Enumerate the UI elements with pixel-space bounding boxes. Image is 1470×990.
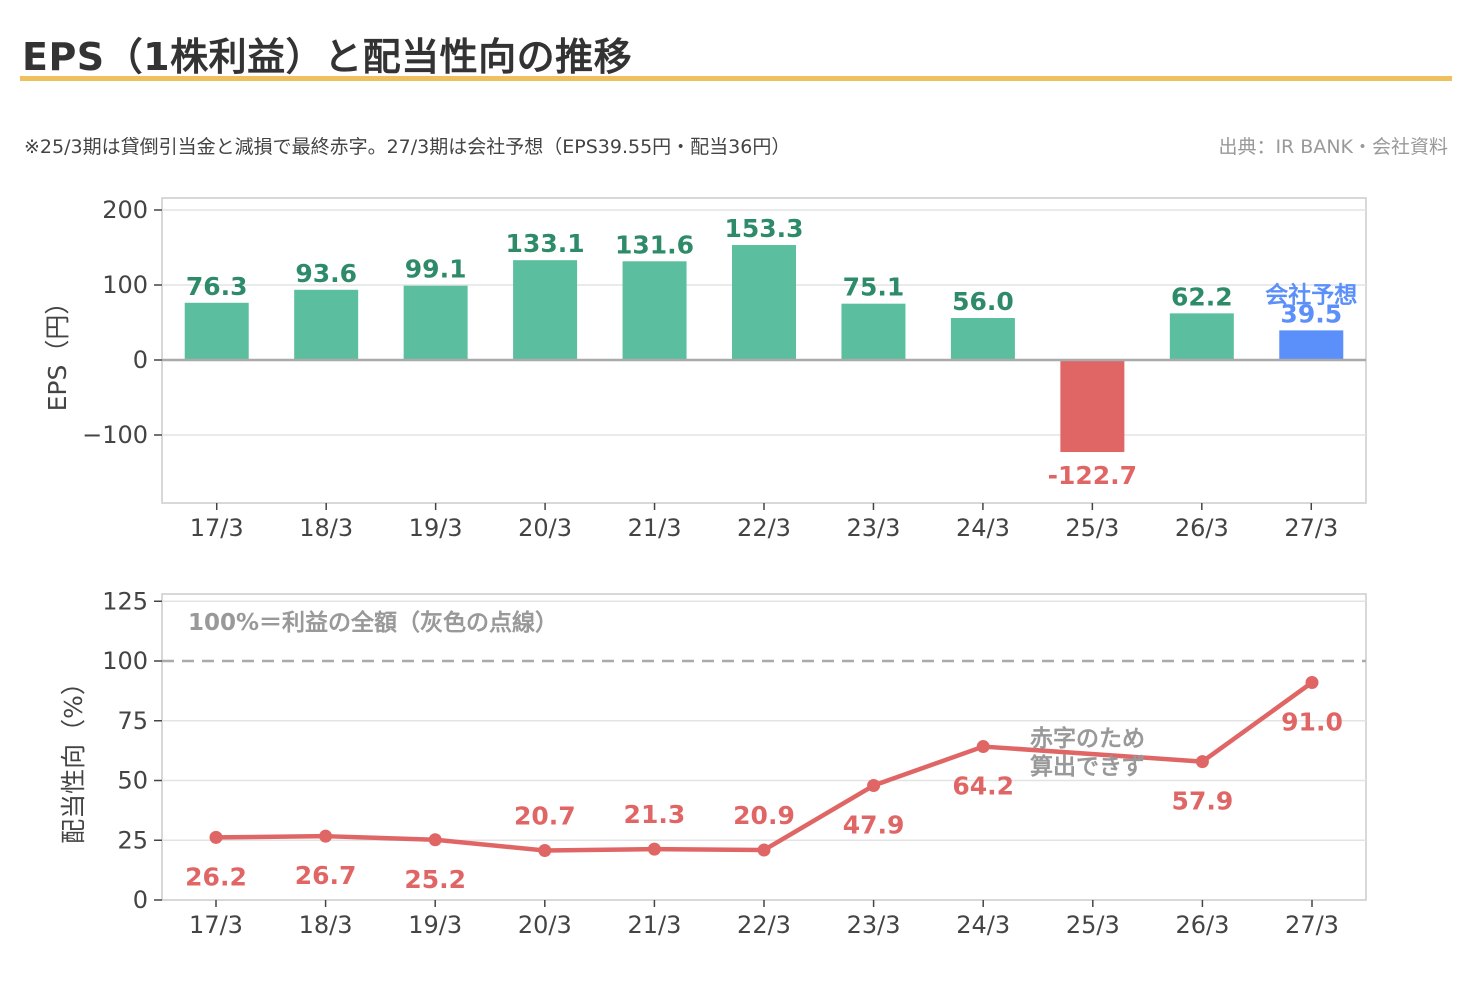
eps-x-tick-label: 25/3 — [1065, 514, 1119, 542]
eps-x-tick-label: 24/3 — [956, 514, 1010, 542]
payout-x-tick-label: 27/3 — [1285, 911, 1339, 939]
eps-bar — [1279, 330, 1344, 360]
payout-point — [1305, 676, 1319, 690]
eps-value-label: -122.7 — [1048, 461, 1137, 490]
payout-x-tick-label: 21/3 — [627, 911, 681, 939]
payout-value-label: 25.2 — [404, 865, 466, 894]
payout-y-tick-label: 25 — [117, 826, 148, 854]
payout-y-tick-label: 50 — [117, 767, 148, 795]
eps-forecast-label: 会社予想 — [1265, 281, 1357, 308]
eps-value-label: 39.5 — [1280, 299, 1342, 328]
eps-x-tick-label: 17/3 — [190, 514, 244, 542]
eps-y-tick-label: 200 — [102, 196, 148, 224]
payout-point — [647, 842, 661, 856]
eps-x-tick-label: 27/3 — [1284, 514, 1338, 542]
payout-y-tick-label: 75 — [117, 707, 148, 735]
payout-point — [428, 833, 442, 847]
eps-x-tick-label: 18/3 — [299, 514, 353, 542]
payout-reference-label: 100%＝利益の全額（灰色の点線） — [188, 609, 558, 636]
eps-y-axis-title: EPS（円） — [43, 290, 72, 412]
payout-point — [757, 843, 771, 857]
eps-x-tick-label: 19/3 — [409, 514, 463, 542]
payout-value-label: 20.7 — [514, 802, 576, 831]
source-credit: 出典：IR BANK・会社資料 — [1218, 136, 1448, 158]
eps-x-tick-label: 26/3 — [1175, 514, 1229, 542]
payout-y-tick-label: 0 — [133, 886, 148, 914]
payout-x-tick-label: 23/3 — [847, 911, 901, 939]
payout-value-label: 91.0 — [1281, 708, 1343, 737]
payout-x-tick-label: 17/3 — [189, 911, 243, 939]
payout-value-label: 26.2 — [185, 862, 247, 891]
eps-value-label: 93.6 — [295, 259, 357, 288]
payout-x-tick-label: 18/3 — [299, 911, 353, 939]
eps-value-label: 56.0 — [952, 287, 1014, 316]
title-underline — [20, 76, 1452, 81]
payout-gap-note-line1: 赤字のため — [1030, 725, 1145, 752]
payout-gap-note-line2: 算出できず — [1030, 753, 1145, 780]
eps-value-label: 62.2 — [1171, 282, 1233, 311]
payout-x-tick-label: 22/3 — [737, 911, 791, 939]
payout-value-label: 20.9 — [733, 801, 795, 830]
eps-bar — [513, 260, 578, 360]
eps-bar — [732, 245, 796, 360]
eps-bar — [622, 261, 687, 360]
eps-value-label: 133.1 — [506, 229, 585, 258]
payout-y-tick-label: 100 — [102, 647, 148, 675]
eps-value-label: 153.3 — [724, 214, 803, 243]
eps-value-label: 99.1 — [405, 255, 467, 284]
payout-x-tick-label: 24/3 — [956, 911, 1010, 939]
payout-y-axis-title: 配当性向（%） — [59, 670, 88, 844]
eps-y-tick-label: 100 — [102, 271, 148, 299]
payout-x-tick-label: 19/3 — [408, 911, 462, 939]
payout-point — [1195, 755, 1209, 769]
payout-point — [319, 829, 333, 843]
eps-y-tick-label: −100 — [82, 421, 148, 449]
payout-value-label: 26.7 — [295, 861, 357, 890]
payout-value-label: 57.9 — [1172, 787, 1234, 816]
eps-x-tick-label: 23/3 — [847, 514, 901, 542]
eps-bar — [294, 289, 359, 360]
payout-line — [215, 680, 1314, 853]
eps-x-tick-label: 20/3 — [518, 514, 572, 542]
payout-x-tick-label: 25/3 — [1066, 911, 1120, 939]
payout-value-label: 47.9 — [843, 811, 905, 840]
eps-bar — [1060, 360, 1125, 453]
eps-bar — [403, 285, 468, 360]
eps-value-label: 76.3 — [186, 272, 248, 301]
payout-x-tick-label: 20/3 — [518, 911, 572, 939]
footnote: ※25/3期は貸倒引当金と減損で最終赤字。27/3期は会社予想（EPS39.55… — [24, 136, 791, 158]
payout-x-tick-label: 26/3 — [1175, 911, 1229, 939]
payout-value-label: 21.3 — [624, 800, 686, 829]
payout-point — [976, 740, 990, 754]
eps-value-label: 75.1 — [843, 273, 905, 302]
payout-value-label: 64.2 — [952, 772, 1014, 801]
page-title: EPS（1株利益）と配当性向の推移 — [22, 35, 633, 79]
payout-point — [209, 830, 223, 844]
payout-y-tick-label: 125 — [102, 587, 148, 615]
eps-x-tick-label: 22/3 — [737, 514, 791, 542]
eps-bar — [184, 302, 249, 360]
payout-point — [538, 844, 552, 858]
eps-value-label: 131.6 — [615, 230, 694, 259]
eps-bar — [950, 318, 1015, 360]
payout-point — [867, 779, 881, 793]
eps-bar — [1169, 313, 1234, 360]
eps-y-tick-label: 0 — [133, 346, 148, 374]
eps-bar — [841, 303, 906, 360]
eps-x-tick-label: 21/3 — [628, 514, 682, 542]
